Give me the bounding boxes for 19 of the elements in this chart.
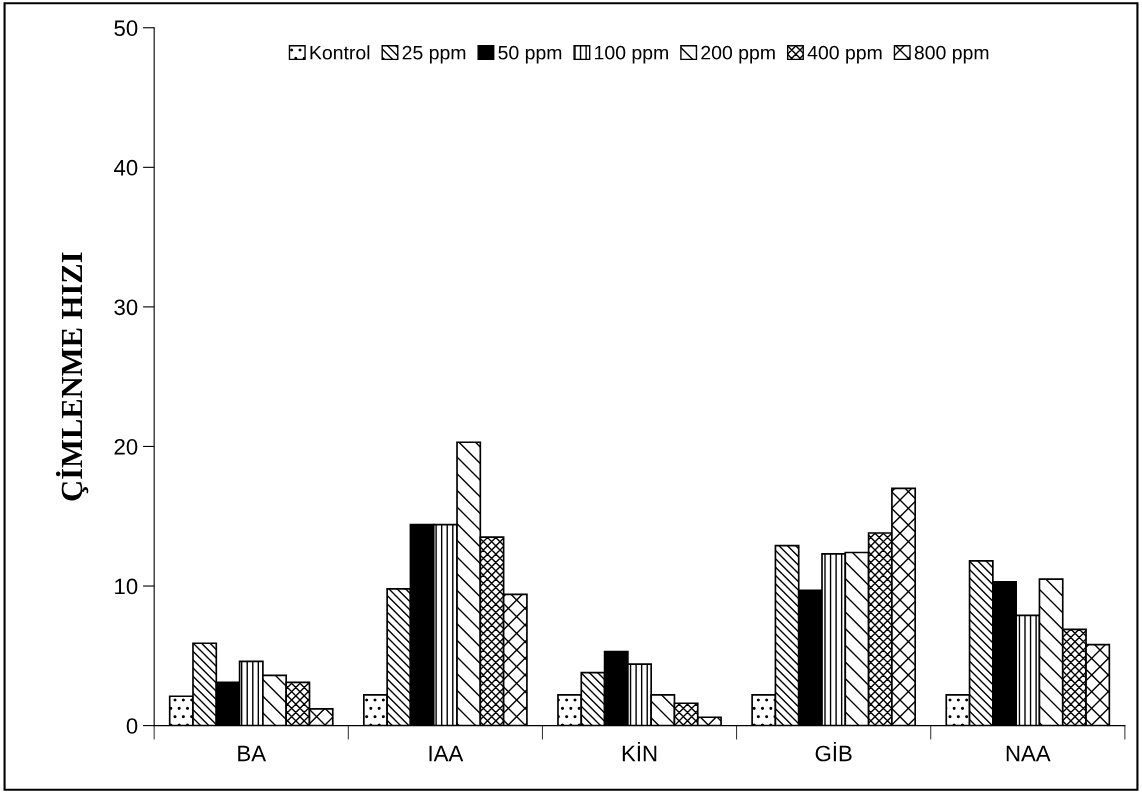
legend-label: 400 ppm bbox=[807, 45, 882, 64]
legend-label: 800 ppm bbox=[914, 45, 989, 64]
x-tick-label: KİN bbox=[622, 741, 657, 762]
legend-label: 25 ppm bbox=[402, 45, 466, 64]
y-tick-label: 50 bbox=[114, 20, 138, 37]
y-tick-label: 40 bbox=[113, 159, 138, 176]
y-tick-label: 30 bbox=[114, 299, 138, 316]
legend-label: 200 ppm bbox=[701, 45, 775, 64]
x-tick-label: IAA bbox=[429, 745, 464, 762]
x-tick-label: GİB bbox=[815, 741, 852, 762]
legend-label: 50 ppm bbox=[498, 45, 562, 64]
y-tick-label: 0 bbox=[126, 718, 138, 734]
x-tick-label: BA bbox=[238, 745, 267, 762]
y-axis-title: ÇİMLENME HIZI bbox=[55, 252, 89, 501]
legend-label: 100 ppm bbox=[595, 45, 668, 64]
y-tick-label: 10 bbox=[115, 578, 138, 595]
x-tick-label: NAA bbox=[1006, 745, 1051, 762]
y-tick-label: 20 bbox=[114, 438, 138, 455]
legend-label: Kontrol bbox=[310, 45, 370, 60]
